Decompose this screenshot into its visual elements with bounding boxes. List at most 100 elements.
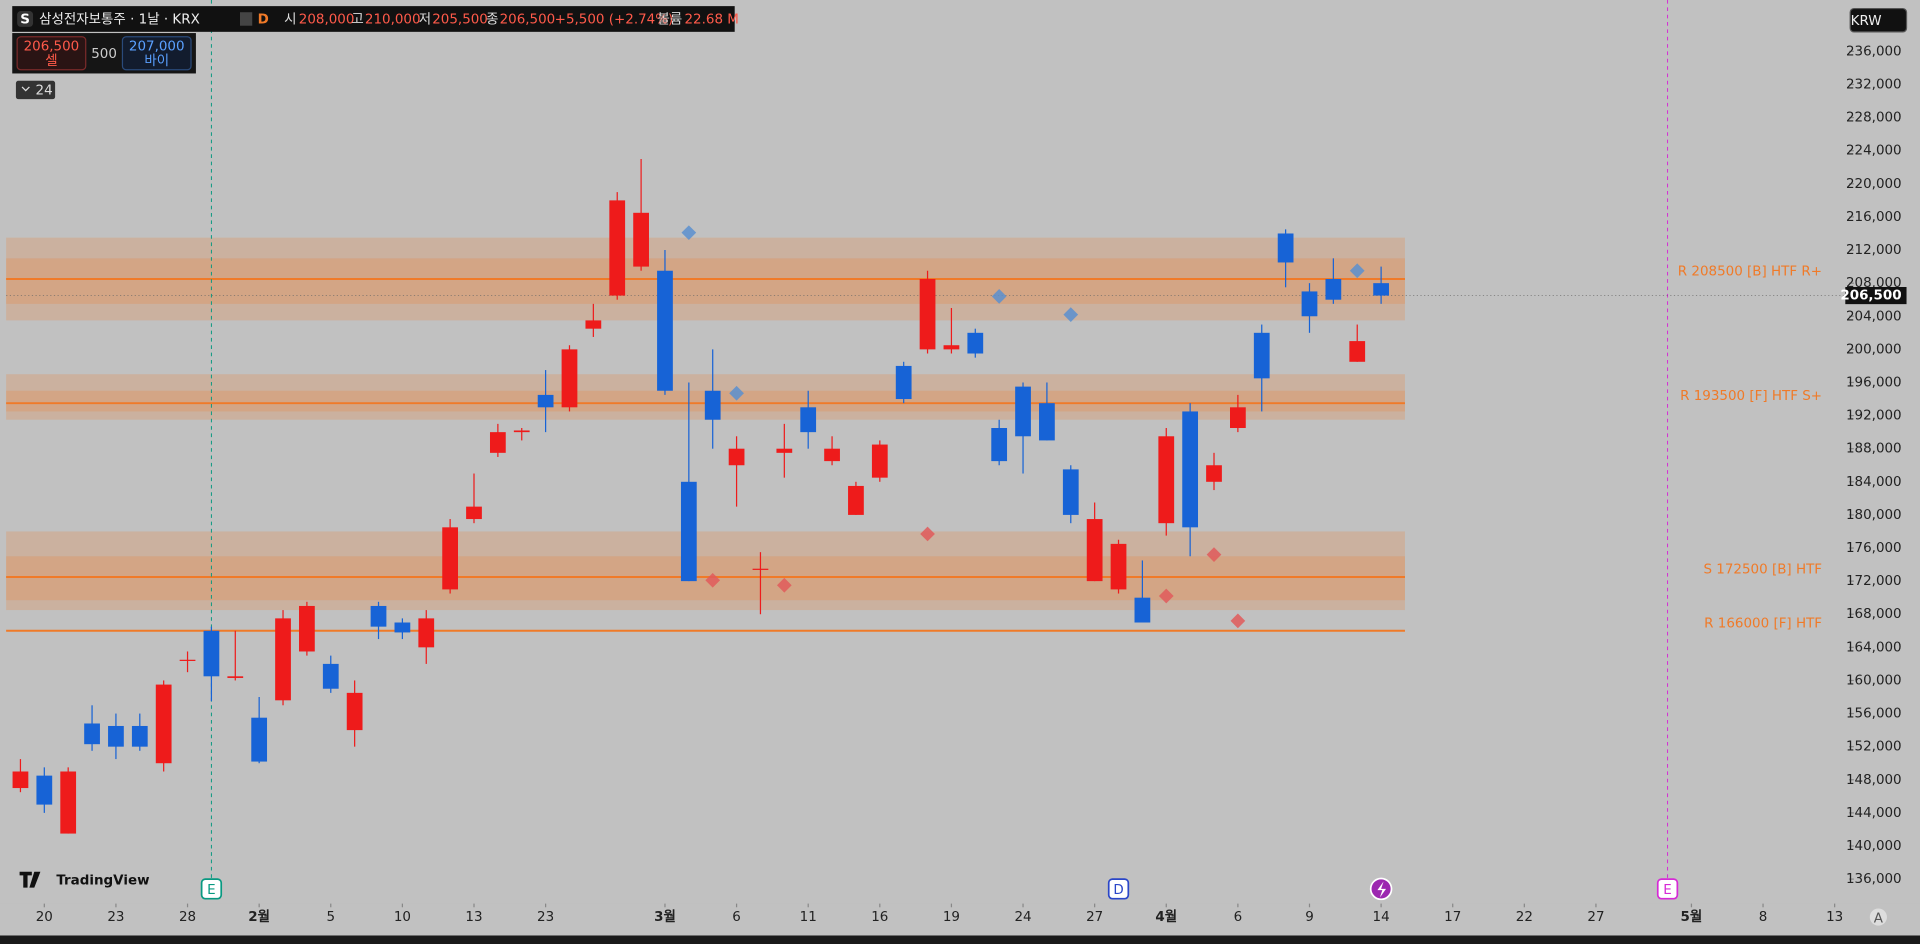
x-tick-label: 24 [1014, 910, 1031, 925]
volume: 22.68 M [684, 13, 738, 28]
zone-label: R 166000 [F] HTF [1704, 616, 1822, 631]
y-tick-label: 168,000 [1846, 607, 1902, 622]
candle-body [561, 349, 578, 408]
legend-bar [12, 6, 735, 32]
buy-price: 207,000 [129, 40, 185, 55]
chevron-icon [21, 86, 30, 92]
candle-body [227, 676, 244, 678]
candle-body [299, 605, 315, 652]
y-tick-label: 160,000 [1846, 673, 1902, 688]
x-tick-label: 4월 [1155, 908, 1177, 925]
candle-body [1325, 279, 1342, 300]
candle-body [680, 481, 697, 582]
auto-button[interactable] [1869, 908, 1887, 926]
y-tick-label: 180,000 [1846, 508, 1902, 523]
candle-body [1015, 386, 1031, 437]
event-label: E [207, 883, 216, 898]
x-axis-bar [0, 903, 1920, 936]
candle-body [895, 365, 912, 400]
candle-body [346, 692, 363, 731]
logo-icon [19, 871, 41, 888]
candle-body [585, 320, 602, 329]
candle-body [1182, 411, 1199, 528]
candle-body [1062, 469, 1079, 515]
event-label: E [1663, 883, 1672, 898]
event-badge [1107, 878, 1130, 900]
y-tick-label: 192,000 [1846, 409, 1902, 424]
candle-body [609, 200, 626, 296]
x-tick-label: 20 [36, 910, 53, 925]
indicators-toggle[interactable] [15, 80, 56, 100]
candle-body [537, 394, 554, 408]
change: +5,500 (+2.74%) [555, 13, 674, 28]
signal-marker [776, 577, 792, 593]
y-tick-label: 136,000 [1846, 872, 1902, 887]
candle-body [728, 448, 745, 466]
x-tick-label: 6 [1234, 910, 1243, 925]
candle-body [848, 485, 864, 515]
candle-body [513, 430, 530, 433]
ohlc-value: 206,500 [500, 13, 556, 28]
sell-label: 셀 [45, 53, 57, 69]
symbol-title[interactable]: 삼성전자보통주 · 1날 · KRX [39, 12, 200, 28]
signal-marker [1230, 613, 1246, 629]
candle-body [943, 345, 960, 350]
ohlc-label: 고 [351, 13, 363, 28]
y-tick-label: 212,000 [1846, 243, 1902, 258]
y-tick-label: 216,000 [1846, 210, 1902, 225]
sell-price: 206,500 [24, 40, 80, 55]
candle-body [84, 723, 100, 745]
x-tick-label: 9 [1305, 910, 1314, 925]
candle-body [704, 390, 721, 420]
candle-body [442, 527, 459, 590]
zone-label: S 172500 [B] HTF [1704, 563, 1823, 578]
candle-body [36, 775, 53, 805]
x-tick-label: 23 [107, 910, 124, 925]
auto-label: A [1874, 911, 1884, 926]
x-tick-label: 23 [537, 910, 554, 925]
candle-body [370, 605, 387, 627]
candle-body [1229, 407, 1246, 429]
buy-button[interactable] [121, 36, 192, 71]
candle-body [752, 568, 769, 570]
candle-body [1253, 332, 1270, 379]
candle-body [1039, 403, 1055, 441]
x-tick-label: 11 [800, 910, 817, 925]
candle-body [1134, 597, 1151, 623]
y-tick-label: 232,000 [1846, 78, 1902, 93]
event-badge [200, 878, 223, 900]
x-tick-label: 6 [732, 910, 741, 925]
candle-body [1349, 341, 1366, 362]
x-tick-label: 14 [1373, 910, 1390, 925]
x-tick-label: 28 [179, 910, 196, 925]
x-tick-label: 22 [1516, 910, 1533, 925]
y-tick-label: 164,000 [1846, 640, 1902, 655]
ohlc-value: 205,500 [432, 13, 488, 28]
signal-marker [681, 225, 697, 241]
x-tick-label: 10 [394, 910, 411, 925]
x-tick-label: 5월 [1681, 908, 1703, 925]
candle-body [776, 448, 793, 453]
y-tick-label: 220,000 [1846, 177, 1902, 192]
ohlc-label: 시 [284, 13, 296, 28]
signal-marker [991, 289, 1007, 304]
ohlc-value: 210,000 [365, 13, 421, 28]
candle-body [108, 725, 124, 747]
sell-button[interactable] [16, 36, 87, 71]
volume-label: 볼륨 [658, 12, 683, 28]
symbol-icon [17, 11, 34, 27]
currency-button[interactable] [1849, 7, 1908, 33]
signal-marker [1063, 307, 1079, 322]
zone-band [6, 258, 1405, 304]
event-icon [1377, 881, 1387, 898]
interval-badge: D [258, 13, 269, 28]
x-tick-label: 5 [326, 910, 335, 925]
y-tick-label: 200,000 [1846, 342, 1902, 357]
candle-body [466, 506, 482, 520]
signal-marker [1206, 547, 1222, 562]
candle-body [131, 725, 148, 747]
y-tick-label: 176,000 [1846, 541, 1902, 556]
y-tick-label: 184,000 [1846, 475, 1902, 490]
ohlc-label: 저 [419, 12, 431, 28]
